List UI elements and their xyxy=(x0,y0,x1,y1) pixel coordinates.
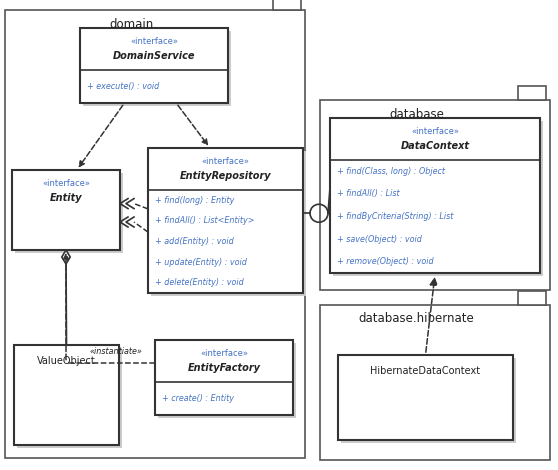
Bar xyxy=(158,343,296,418)
Bar xyxy=(338,355,513,440)
Text: «instantiate»: «instantiate» xyxy=(89,347,142,357)
Bar xyxy=(518,291,546,305)
Bar xyxy=(273,0,301,10)
Text: + findAll() : List: + findAll() : List xyxy=(337,189,400,198)
Text: Entity: Entity xyxy=(50,193,83,203)
Text: HibernateDataContext: HibernateDataContext xyxy=(371,366,480,376)
Text: EntityRepository: EntityRepository xyxy=(180,171,271,181)
Text: DataContext: DataContext xyxy=(401,141,469,151)
Bar xyxy=(15,173,123,253)
Bar xyxy=(83,31,231,106)
Text: DomainService: DomainService xyxy=(113,51,195,61)
Bar xyxy=(320,100,550,290)
Text: + remove(Object) : void: + remove(Object) : void xyxy=(337,257,434,266)
Bar xyxy=(17,348,122,448)
Bar xyxy=(333,121,543,276)
Text: «interface»: «interface» xyxy=(200,348,248,358)
Text: «interface»: «interface» xyxy=(130,37,178,46)
Text: + delete(Entity) : void: + delete(Entity) : void xyxy=(155,278,244,287)
Text: «interface»: «interface» xyxy=(411,126,459,135)
Text: + create() : Entity: + create() : Entity xyxy=(162,394,234,403)
Text: + findAll() : List<Entity>: + findAll() : List<Entity> xyxy=(155,216,254,226)
Bar xyxy=(148,148,303,293)
Bar xyxy=(320,305,550,460)
Text: + save(Object) : void: + save(Object) : void xyxy=(337,235,422,243)
Text: + add(Entity) : void: + add(Entity) : void xyxy=(155,237,234,246)
Bar xyxy=(14,345,119,445)
Text: + update(Entity) : void: + update(Entity) : void xyxy=(155,258,247,266)
Text: «interface»: «interface» xyxy=(42,179,90,188)
Text: «interface»: «interface» xyxy=(201,157,249,165)
Bar xyxy=(330,118,540,273)
Bar xyxy=(151,151,306,296)
Text: + findByCriteria(String) : List: + findByCriteria(String) : List xyxy=(337,212,453,221)
Text: + find(long) : Entity: + find(long) : Entity xyxy=(155,196,234,205)
Bar xyxy=(5,10,305,458)
Text: database.hibernate: database.hibernate xyxy=(359,313,474,326)
Text: domain: domain xyxy=(109,17,153,31)
Bar xyxy=(12,170,120,250)
Text: database: database xyxy=(389,108,444,120)
Text: + execute() : void: + execute() : void xyxy=(87,82,159,91)
Text: + find(Class, long) : Object: + find(Class, long) : Object xyxy=(337,167,445,176)
Polygon shape xyxy=(62,250,70,264)
Bar xyxy=(80,28,228,103)
Text: ValueObject: ValueObject xyxy=(37,356,96,366)
Bar xyxy=(518,86,546,100)
Bar xyxy=(341,358,516,443)
Text: EntityFactory: EntityFactory xyxy=(187,363,261,373)
Bar xyxy=(155,340,293,415)
